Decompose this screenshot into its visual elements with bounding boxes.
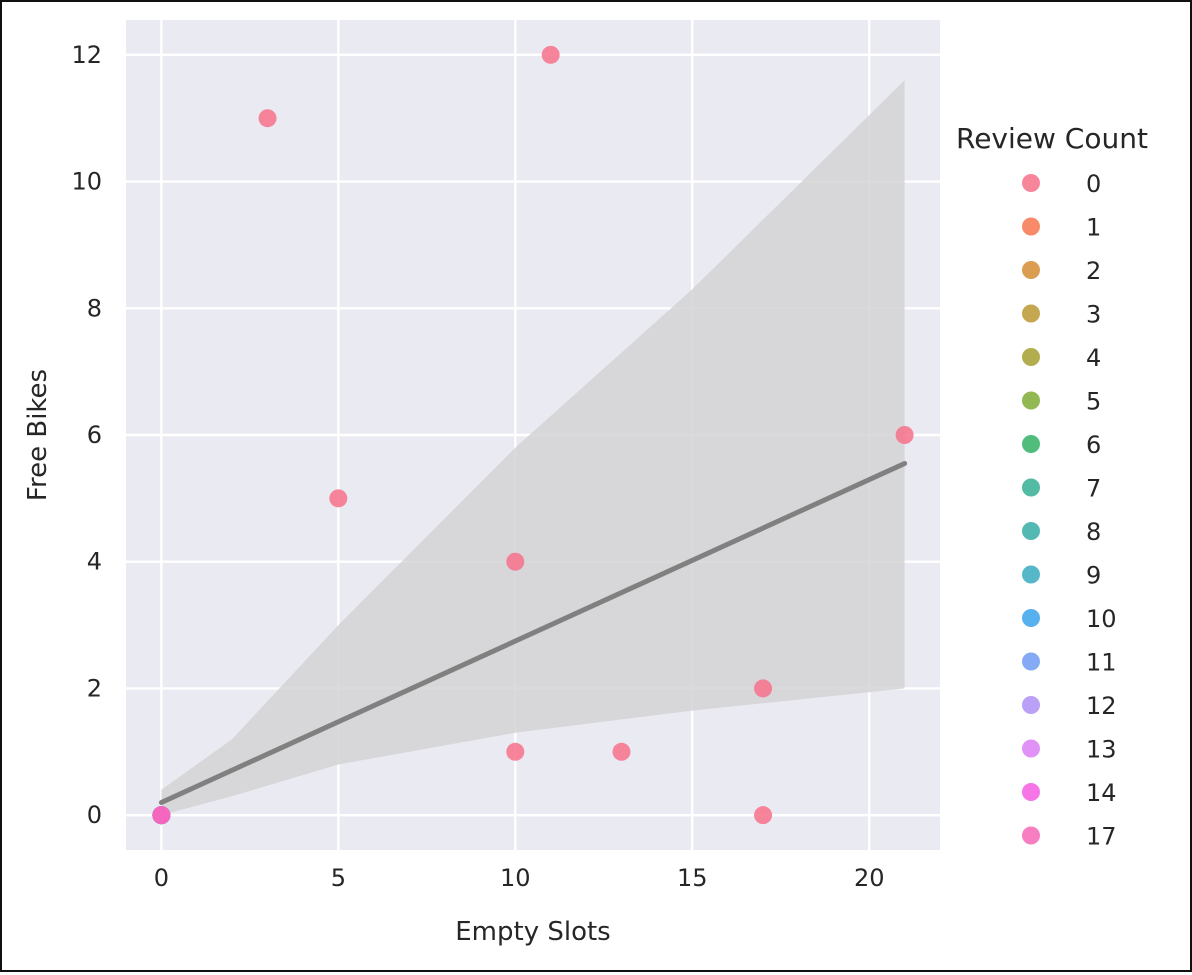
x-tick-label: 15 bbox=[677, 864, 708, 892]
legend-marker bbox=[1022, 826, 1040, 845]
legend-marker bbox=[1022, 174, 1040, 192]
data-point bbox=[754, 806, 773, 825]
legend-label: 4 bbox=[1086, 344, 1101, 372]
legend-marker bbox=[1022, 435, 1040, 453]
x-tick-label: 10 bbox=[500, 864, 531, 892]
x-tick-label: 0 bbox=[154, 864, 169, 892]
legend-label: 14 bbox=[1086, 779, 1117, 807]
x-tick-label: 5 bbox=[331, 864, 346, 892]
legend-label: 0 bbox=[1086, 170, 1101, 198]
legend-label: 2 bbox=[1086, 257, 1101, 285]
y-axis-label: Free Bikes bbox=[23, 369, 53, 501]
legend-label: 12 bbox=[1086, 692, 1117, 720]
tick-labels: 0 5 10 15 20 0 2 4 6 8 10 12 bbox=[71, 41, 884, 892]
legend-marker bbox=[1022, 348, 1040, 366]
regression-line bbox=[158, 461, 908, 805]
y-tick-label: 0 bbox=[87, 801, 102, 829]
legend-marker bbox=[1022, 739, 1040, 758]
legend-label: 5 bbox=[1086, 388, 1101, 416]
legend-marker bbox=[1022, 217, 1040, 236]
data-points bbox=[152, 45, 914, 825]
y-tick-label: 2 bbox=[87, 674, 102, 702]
data-point bbox=[754, 679, 773, 698]
legend-label: 13 bbox=[1086, 736, 1117, 764]
legend-label: 8 bbox=[1086, 518, 1101, 546]
data-point bbox=[506, 742, 525, 761]
y-tick-label: 4 bbox=[87, 548, 102, 576]
legend-label: 1 bbox=[1086, 214, 1101, 242]
y-tick-label: 10 bbox=[71, 168, 102, 196]
legend-marker bbox=[1022, 696, 1040, 714]
x-axis-label: Empty Slots bbox=[455, 917, 610, 947]
legend-label: 7 bbox=[1086, 475, 1101, 503]
legend-label: 9 bbox=[1086, 562, 1101, 590]
y-tick-label: 6 bbox=[87, 421, 102, 449]
legend-label: 11 bbox=[1086, 649, 1117, 677]
legend-label: 3 bbox=[1086, 301, 1101, 329]
legend-marker bbox=[1022, 609, 1040, 627]
legend-label: 6 bbox=[1086, 431, 1101, 459]
legend-marker bbox=[1022, 565, 1040, 584]
legend-marker bbox=[1022, 522, 1040, 540]
legend-title: Review Count bbox=[956, 122, 1148, 155]
legend-marker bbox=[1022, 261, 1040, 279]
data-point bbox=[506, 552, 525, 571]
legend-marker bbox=[1022, 478, 1040, 497]
legend-marker bbox=[1022, 652, 1040, 671]
data-point bbox=[895, 426, 914, 444]
data-point bbox=[541, 45, 560, 64]
x-tick-label: 20 bbox=[854, 864, 885, 892]
legend-label: 17 bbox=[1086, 823, 1117, 851]
data-point bbox=[612, 742, 631, 761]
confidence-band bbox=[161, 80, 905, 816]
legend-marker bbox=[1022, 783, 1040, 801]
data-point bbox=[258, 109, 277, 128]
y-tick-label: 12 bbox=[71, 41, 102, 69]
data-point bbox=[329, 489, 348, 508]
legend-label: 10 bbox=[1086, 605, 1117, 633]
legend-marker bbox=[1022, 391, 1040, 410]
data-point bbox=[152, 806, 171, 825]
y-tick-label: 8 bbox=[87, 294, 102, 322]
legend-marker bbox=[1022, 304, 1040, 323]
